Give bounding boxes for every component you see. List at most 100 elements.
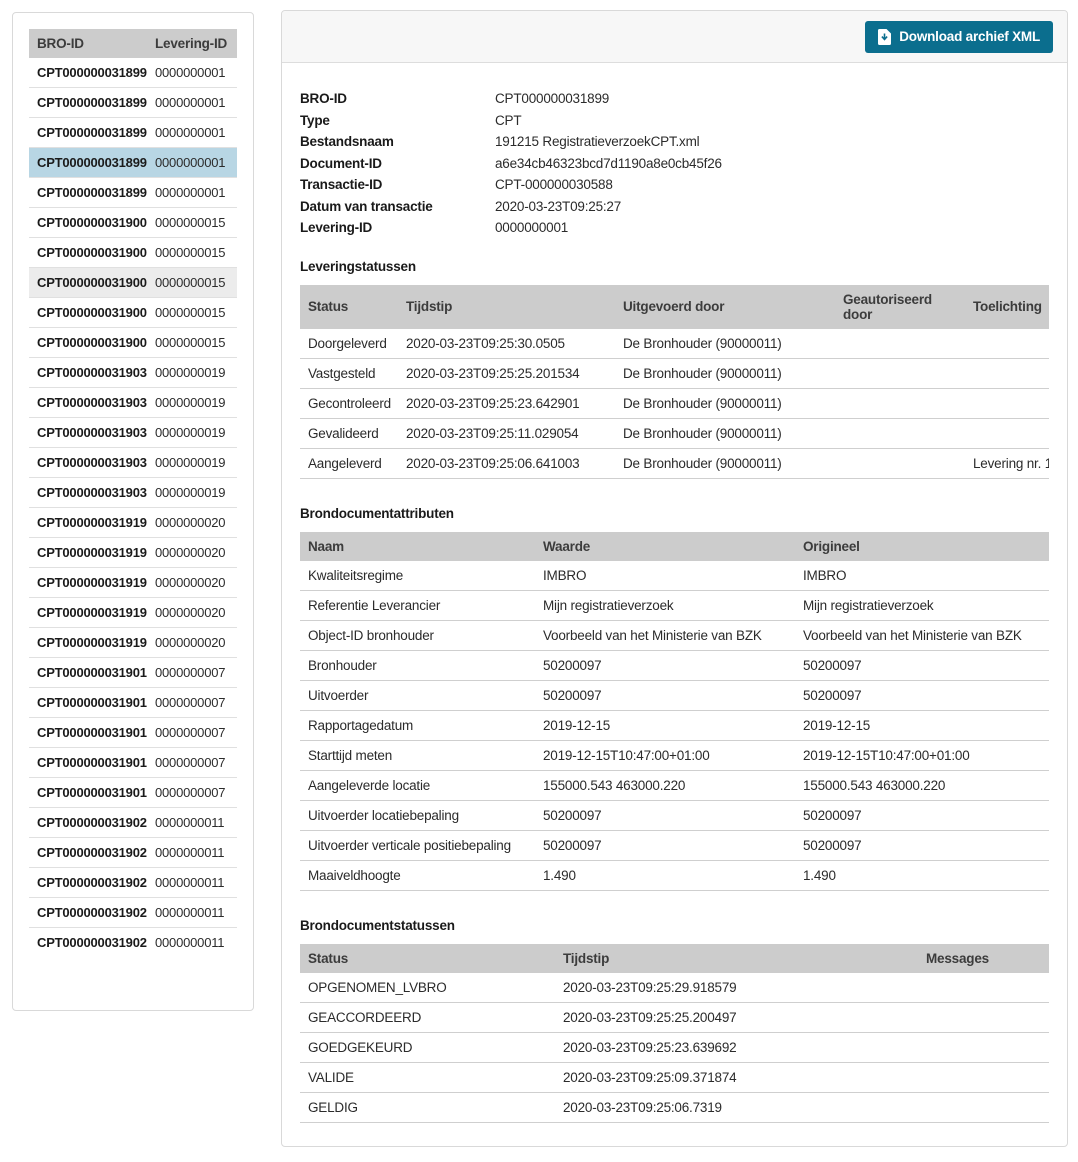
download-archief-xml-button[interactable]: Download archief XML bbox=[865, 20, 1053, 53]
sidebar-row[interactable]: CPT000000031899 0000000001 bbox=[29, 118, 237, 148]
brondocumentstatus-row: GEACCORDEERD 2020-03-23T09:25:25.200497 bbox=[300, 1002, 1049, 1033]
geautoriseerd-door-cell bbox=[835, 418, 965, 449]
levering-id-cell: 0000000020 bbox=[155, 635, 226, 650]
tijdstip-cell: 2020-03-23T09:25:09.371874 bbox=[555, 1062, 918, 1093]
sidebar-row[interactable]: CPT000000031899 0000000001 bbox=[29, 88, 237, 118]
status-cell: VALIDE bbox=[300, 1062, 555, 1093]
sidebar-row[interactable]: CPT000000031902 0000000011 bbox=[29, 898, 237, 928]
bro-id-cell: CPT000000031903 bbox=[37, 365, 147, 380]
sidebar-row[interactable]: CPT000000031902 0000000011 bbox=[29, 838, 237, 868]
sidebar-row[interactable]: CPT000000031903 0000000019 bbox=[29, 358, 237, 388]
sidebar-row[interactable]: CPT000000031903 0000000019 bbox=[29, 388, 237, 418]
sidebar-row[interactable]: CPT000000031919 0000000020 bbox=[29, 508, 237, 538]
sidebar-row[interactable]: CPT000000031901 0000000007 bbox=[29, 778, 237, 808]
sidebar-row[interactable]: CPT000000031919 0000000020 bbox=[29, 568, 237, 598]
levering-id-cell: 0000000001 bbox=[155, 65, 226, 80]
sidebar-row[interactable]: CPT000000031919 0000000020 bbox=[29, 598, 237, 628]
tijdstip-cell: 2020-03-23T09:25:30.0505 bbox=[398, 328, 615, 359]
detail-field-label: Transactie-ID bbox=[300, 177, 383, 192]
sidebar-row[interactable]: CPT000000031900 0000000015 bbox=[29, 208, 237, 238]
col-tijdstip: Tijdstip bbox=[398, 284, 615, 329]
leveringstatus-row: Doorgeleverd 2020-03-23T09:25:30.0505 De… bbox=[300, 328, 1049, 359]
bro-id-cell: CPT000000031900 bbox=[37, 335, 147, 350]
origineel-cell: 155000.543 463000.220 bbox=[795, 770, 1049, 801]
sidebar-row[interactable]: CPT000000031899 0000000001 bbox=[29, 178, 237, 208]
bro-id-cell: CPT000000031919 bbox=[37, 635, 147, 650]
sidebar-row[interactable]: CPT000000031919 0000000020 bbox=[29, 538, 237, 568]
bro-id-cell: CPT000000031901 bbox=[37, 755, 147, 770]
bro-id-cell: CPT000000031901 bbox=[37, 785, 147, 800]
bro-id-cell: CPT000000031902 bbox=[37, 935, 147, 950]
col-naam: Naam bbox=[300, 531, 535, 561]
levering-id-cell: 0000000011 bbox=[155, 905, 225, 920]
sidebar-row[interactable]: CPT000000031899 0000000001 bbox=[29, 58, 237, 88]
geautoriseerd-door-cell bbox=[835, 358, 965, 389]
origineel-cell: Voorbeeld van het Ministerie van BZK bbox=[795, 620, 1049, 651]
sidebar-row[interactable]: CPT000000031901 0000000007 bbox=[29, 688, 237, 718]
sidebar-row[interactable]: CPT000000031900 0000000015 bbox=[29, 238, 237, 268]
levering-id-cell: 0000000015 bbox=[155, 245, 226, 260]
sidebar-row[interactable]: CPT000000031900 0000000015 bbox=[29, 328, 237, 358]
levering-id-cell: 0000000015 bbox=[155, 275, 226, 290]
tijdstip-cell: 2020-03-23T09:25:06.641003 bbox=[398, 448, 615, 479]
sidebar-row[interactable]: CPT000000031899 0000000001 bbox=[29, 148, 237, 178]
sidebar-row[interactable]: CPT000000031903 0000000019 bbox=[29, 448, 237, 478]
detail-field-value: CPT-000000030588 bbox=[495, 177, 613, 192]
sidebar-row[interactable]: CPT000000031901 0000000007 bbox=[29, 658, 237, 688]
brondocumentstatussen-table: Status Tijdstip Messages OPGENOMEN_LVBRO… bbox=[300, 943, 1049, 1123]
bro-id-cell: CPT000000031899 bbox=[37, 185, 147, 200]
status-cell: Vastgesteld bbox=[300, 358, 398, 389]
sidebar-row[interactable]: CPT000000031902 0000000011 bbox=[29, 808, 237, 838]
bro-id-cell: CPT000000031899 bbox=[37, 155, 147, 170]
status-cell: GOEDGEKEURD bbox=[300, 1032, 555, 1063]
messages-cell bbox=[918, 1032, 1049, 1063]
bro-id-cell: CPT000000031919 bbox=[37, 515, 147, 530]
brondocumentattribuut-row: Aangeleverde locatie 155000.543 463000.2… bbox=[300, 770, 1049, 801]
brondocumentstatus-row: OPGENOMEN_LVBRO 2020-03-23T09:25:29.9185… bbox=[300, 972, 1049, 1003]
naam-cell: Object-ID bronhouder bbox=[300, 620, 535, 651]
sidebar-row[interactable]: CPT000000031900 0000000015 bbox=[29, 298, 237, 328]
sidebar-header-levering-id: Levering-ID bbox=[155, 36, 228, 51]
tijdstip-cell: 2020-03-23T09:25:25.200497 bbox=[555, 1002, 918, 1033]
sidebar-row[interactable]: CPT000000031919 0000000020 bbox=[29, 628, 237, 658]
naam-cell: Referentie Leverancier bbox=[300, 590, 535, 621]
leveringstatussen-header-row: Status Tijdstip Uitgevoerd door Geautori… bbox=[300, 284, 1049, 329]
sidebar-row[interactable]: CPT000000031901 0000000007 bbox=[29, 718, 237, 748]
waarde-cell: 1.490 bbox=[535, 860, 795, 891]
origineel-cell: IMBRO bbox=[795, 560, 1049, 591]
toelichting-cell bbox=[965, 418, 1049, 449]
geautoriseerd-door-cell bbox=[835, 448, 965, 479]
naam-cell: Kwaliteitsregime bbox=[300, 560, 535, 591]
sidebar-row[interactable]: CPT000000031903 0000000019 bbox=[29, 478, 237, 508]
col-geautoriseerd-door: Geautoriseerd door bbox=[835, 284, 965, 329]
status-cell: GELDIG bbox=[300, 1092, 555, 1123]
levering-id-cell: 0000000007 bbox=[155, 665, 226, 680]
brondocumentattribuut-row: Kwaliteitsregime IMBRO IMBRO bbox=[300, 560, 1049, 591]
naam-cell: Uitvoerder verticale positiebepaling bbox=[300, 830, 535, 861]
sidebar-row[interactable]: CPT000000031900 0000000015 bbox=[29, 268, 237, 298]
col-toelichting: Toelichting bbox=[965, 284, 1049, 329]
section-title-brondocumentattributen: Brondocumentattributen bbox=[300, 505, 454, 521]
results-panel: BRO-ID Levering-ID CPT000000031899 00000… bbox=[12, 12, 254, 1011]
sidebar-row[interactable]: CPT000000031902 0000000011 bbox=[29, 868, 237, 898]
sidebar-row[interactable]: CPT000000031901 0000000007 bbox=[29, 748, 237, 778]
uitgevoerd-door-cell: De Bronhouder (90000011) bbox=[615, 358, 835, 389]
col-messages: Messages bbox=[918, 943, 1049, 973]
levering-id-cell: 0000000019 bbox=[155, 455, 226, 470]
sidebar-row[interactable]: CPT000000031903 0000000019 bbox=[29, 418, 237, 448]
bro-id-cell: CPT000000031919 bbox=[37, 575, 147, 590]
col-status: Status bbox=[300, 943, 555, 973]
levering-id-cell: 0000000011 bbox=[155, 875, 225, 890]
toelichting-cell: Levering nr. 1 bbox=[965, 448, 1049, 479]
levering-id-cell: 0000000019 bbox=[155, 485, 226, 500]
brondocumentattribuut-row: Rapportagedatum 2019-12-15 2019-12-15 bbox=[300, 710, 1049, 741]
detail-panel-body: BRO-ID CPT000000031899 Type CPT Bestands… bbox=[282, 63, 1067, 1151]
detail-field-label: BRO-ID bbox=[300, 91, 347, 106]
sidebar-row[interactable]: CPT000000031902 0000000011 bbox=[29, 928, 237, 957]
brondocumentattribuut-row: Starttijd meten 2019-12-15T10:47:00+01:0… bbox=[300, 740, 1049, 771]
bro-id-cell: CPT000000031901 bbox=[37, 725, 147, 740]
download-button-label: Download archief XML bbox=[899, 29, 1040, 44]
leveringstatus-row: Gecontroleerd 2020-03-23T09:25:23.642901… bbox=[300, 388, 1049, 419]
waarde-cell: 50200097 bbox=[535, 830, 795, 861]
levering-id-cell: 0000000020 bbox=[155, 515, 226, 530]
